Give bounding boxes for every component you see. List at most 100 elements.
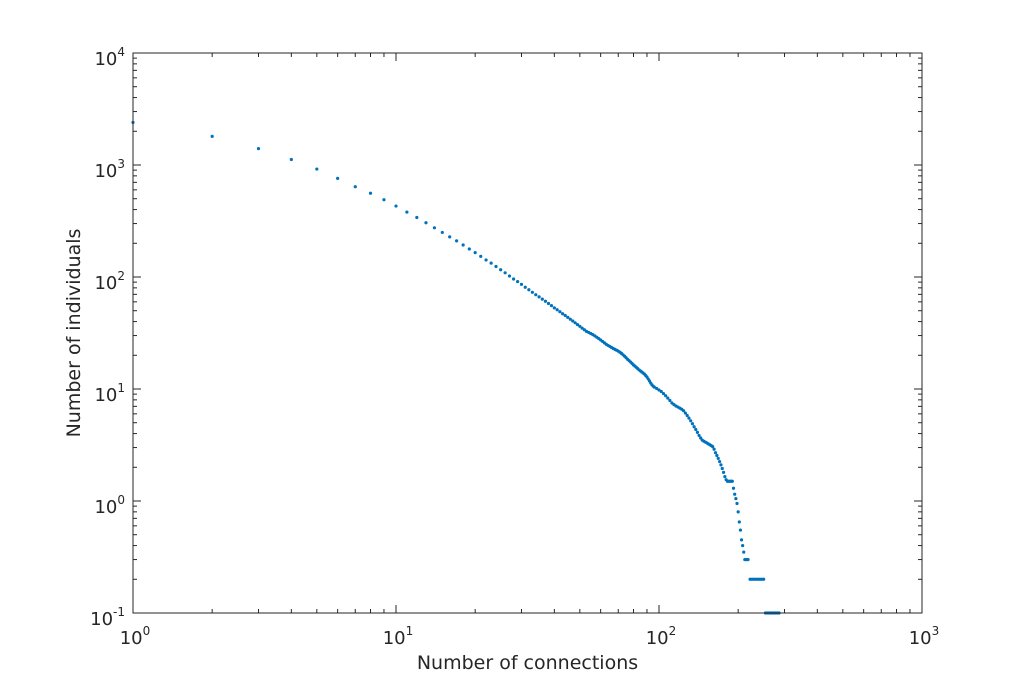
data-point [690, 422, 695, 426]
data-point [448, 235, 452, 239]
data-point [580, 326, 584, 330]
data-point [534, 293, 538, 297]
data-point [530, 290, 534, 294]
data-point [546, 301, 551, 306]
data-point [353, 185, 357, 189]
data-point [503, 271, 507, 275]
data-point [657, 388, 661, 392]
data-point [655, 386, 659, 391]
data-point [578, 324, 582, 328]
data-point [695, 430, 700, 434]
data-point [549, 304, 554, 308]
data-point [694, 427, 698, 432]
x-tick-label: 103 [909, 624, 940, 649]
data-point [720, 466, 724, 471]
data-point [368, 191, 373, 195]
data-point [575, 322, 580, 327]
data-point [512, 277, 516, 281]
data-point [382, 198, 386, 202]
data-point [568, 317, 572, 321]
data-point [537, 295, 541, 299]
data-point [741, 543, 745, 548]
data-point [461, 243, 465, 247]
data-point [664, 394, 668, 398]
data-point [668, 398, 672, 403]
data-point [507, 274, 512, 278]
data-point [652, 385, 656, 389]
data-point [733, 492, 737, 496]
data-point [415, 215, 419, 220]
data-point [742, 550, 746, 554]
data-point [712, 447, 716, 451]
data-point [561, 312, 565, 316]
y-tick-label: 102 [94, 269, 125, 294]
data-point [735, 501, 739, 506]
data-point [666, 396, 670, 400]
data-point [723, 475, 727, 479]
data-point [715, 453, 719, 458]
plot-area-frame [132, 52, 923, 614]
data-point [489, 261, 493, 265]
data-point [558, 310, 562, 314]
data-point [711, 444, 715, 449]
data-point [563, 313, 567, 318]
data-point [519, 282, 524, 286]
data-point [527, 288, 531, 292]
data-points [131, 120, 781, 615]
data-point [689, 419, 693, 423]
data-point [543, 299, 548, 303]
data-point [697, 433, 701, 438]
data-point [499, 268, 503, 272]
data-point [484, 258, 488, 262]
data-point [730, 479, 734, 483]
y-axis-label: Number of individuals [63, 229, 85, 438]
data-point [523, 285, 527, 289]
data-point [681, 409, 686, 413]
y-tick-label: 10-1 [90, 605, 125, 630]
data-point [685, 413, 689, 418]
data-point [432, 226, 437, 230]
data-point [687, 416, 691, 420]
data-point [440, 230, 444, 235]
data-point [716, 456, 720, 461]
data-point [394, 204, 398, 208]
data-point [683, 411, 687, 415]
tick-marks [132, 53, 922, 614]
data-point [661, 391, 666, 396]
data-point [555, 308, 559, 312]
data-point [571, 319, 575, 323]
y-tick-label: 103 [94, 157, 125, 182]
data-point [566, 315, 570, 319]
data-point [289, 157, 293, 162]
data-point [731, 486, 736, 490]
data-point [256, 147, 261, 151]
data-point [494, 264, 498, 269]
x-axis-label: Number of connections [417, 652, 638, 674]
data-point [713, 451, 718, 455]
data-point [736, 510, 740, 514]
data-point [739, 538, 744, 542]
y-tick-label: 104 [94, 45, 125, 70]
data-point [746, 557, 750, 562]
data-point [719, 463, 723, 467]
y-tick-label: 100 [94, 493, 125, 518]
data-point [737, 520, 741, 524]
data-point [479, 254, 483, 258]
data-point [473, 251, 477, 255]
y-tick-label: 101 [94, 381, 125, 406]
data-point [718, 459, 722, 464]
x-tick-label: 101 [383, 624, 414, 649]
x-tick-label: 100 [120, 624, 151, 649]
data-point [573, 321, 577, 325]
data-point [734, 497, 738, 501]
data-point [762, 577, 766, 581]
data-point [405, 210, 409, 214]
data-point [467, 247, 471, 251]
data-point [552, 306, 556, 310]
data-point [540, 297, 544, 301]
data-point [738, 528, 743, 532]
data-point [210, 134, 214, 139]
